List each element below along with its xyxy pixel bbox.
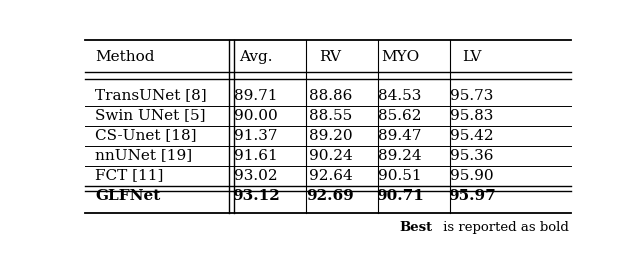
Text: Swin UNet [5]: Swin UNet [5] <box>95 109 205 123</box>
Text: 89.47: 89.47 <box>378 129 422 143</box>
Text: 93.02: 93.02 <box>234 169 278 183</box>
Text: 84.53: 84.53 <box>378 89 422 103</box>
Text: 90.00: 90.00 <box>234 109 278 123</box>
Text: 88.55: 88.55 <box>309 109 352 123</box>
Text: 90.24: 90.24 <box>308 148 353 163</box>
Text: 95.83: 95.83 <box>450 109 493 123</box>
Text: 95.97: 95.97 <box>448 189 496 203</box>
Text: 89.20: 89.20 <box>308 129 352 143</box>
Text: CS-Unet [18]: CS-Unet [18] <box>95 129 196 143</box>
Text: 95.36: 95.36 <box>450 148 493 163</box>
Text: Best: Best <box>399 221 432 234</box>
Text: 91.37: 91.37 <box>234 129 278 143</box>
Text: LV: LV <box>462 50 481 64</box>
Text: 90.51: 90.51 <box>378 169 422 183</box>
Text: GLFNet: GLFNet <box>95 189 160 203</box>
Text: FCT [11]: FCT [11] <box>95 169 163 183</box>
Text: is reported as bold: is reported as bold <box>438 221 568 234</box>
Text: 89.71: 89.71 <box>234 89 278 103</box>
Text: TransUNet [8]: TransUNet [8] <box>95 89 207 103</box>
Text: nnUNet [19]: nnUNet [19] <box>95 148 192 163</box>
Text: 88.86: 88.86 <box>308 89 352 103</box>
Text: MYO: MYO <box>381 50 419 64</box>
Text: 89.24: 89.24 <box>378 148 422 163</box>
Text: 93.12: 93.12 <box>232 189 280 203</box>
Text: Method: Method <box>95 50 154 64</box>
Text: 92.69: 92.69 <box>307 189 355 203</box>
Text: 91.61: 91.61 <box>234 148 278 163</box>
Text: 90.71: 90.71 <box>376 189 424 203</box>
Text: 95.90: 95.90 <box>450 169 493 183</box>
Text: Avg.: Avg. <box>239 50 273 64</box>
Text: RV: RV <box>319 50 342 64</box>
Text: 92.64: 92.64 <box>308 169 353 183</box>
Text: 85.62: 85.62 <box>378 109 422 123</box>
Text: 95.42: 95.42 <box>450 129 493 143</box>
Text: 95.73: 95.73 <box>450 89 493 103</box>
